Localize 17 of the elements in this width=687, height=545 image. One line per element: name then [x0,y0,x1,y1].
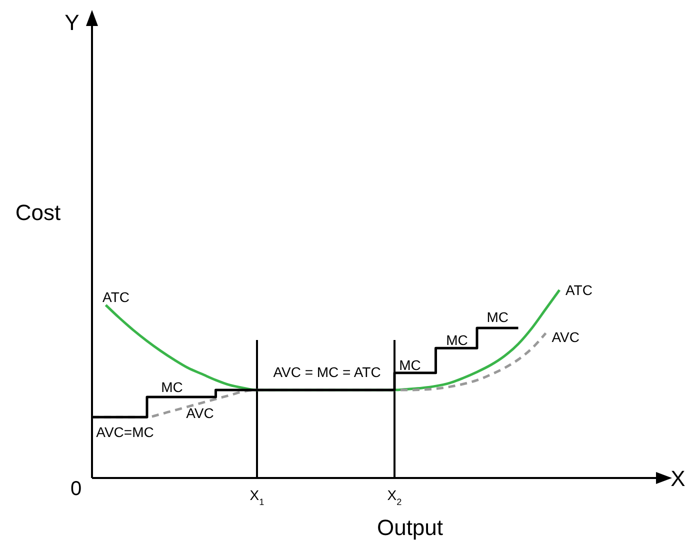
text: Y [64,10,80,35]
annotation: AVC = MC = ATC [273,364,381,380]
x-axis-title: Output [376,515,444,540]
y-axis-title: Cost [15,200,61,225]
annotation: AVC=MC [96,424,154,440]
series-label: AVC [552,329,580,346]
text: 0 [70,478,82,500]
annotation: MC [399,357,421,373]
x-tick-label: X$_{2}$ [387,487,402,507]
annotation: AVC [186,405,214,421]
x-tick-label: X$_{1}$ [250,487,264,507]
annotation: ATC [102,289,130,305]
annotation: MC [446,332,468,348]
series-label: ATC [566,282,592,298]
annotation: MC [161,379,183,395]
series-label: MC [486,308,509,325]
text: X [670,466,686,491]
